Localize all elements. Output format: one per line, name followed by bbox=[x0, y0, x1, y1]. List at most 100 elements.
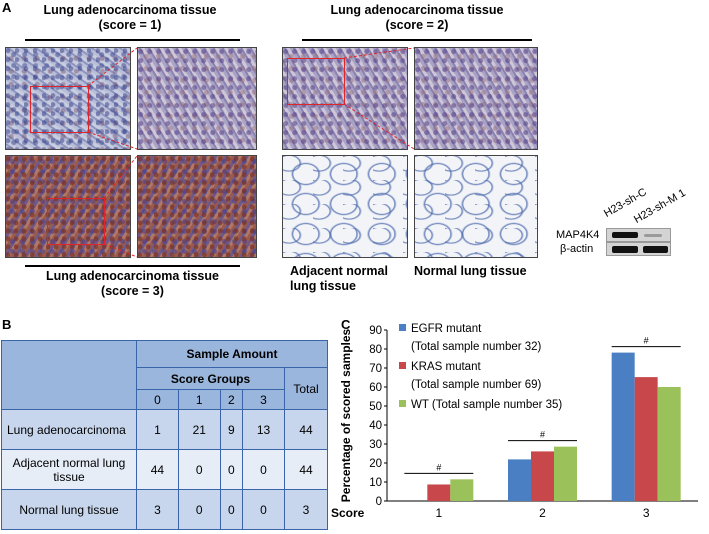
cell-value: 21 bbox=[177, 409, 221, 450]
header-sample-amount: Sample Amount bbox=[136, 340, 328, 368]
y-axis-label: Percentage of scored samples bbox=[339, 328, 353, 502]
cell-value: 1 bbox=[136, 409, 179, 450]
zoom-connector-lines bbox=[87, 47, 415, 258]
header-score-groups: Score Groups bbox=[136, 367, 285, 390]
ihc-image-score2-overview bbox=[282, 47, 408, 150]
caption-score3-line2: (score = 3) bbox=[101, 284, 164, 298]
bar bbox=[508, 459, 531, 501]
legend-label: KRAS mutant bbox=[411, 361, 481, 373]
cell-value: 0 bbox=[219, 449, 244, 490]
y-tick-label: 40 bbox=[369, 420, 382, 432]
zoom-region-box bbox=[287, 58, 345, 105]
blot-strip-beta-actin bbox=[606, 242, 671, 256]
y-tick-label: 20 bbox=[369, 458, 382, 470]
caption-score2: Lung adenocarcinoma tissue (score = 2) bbox=[282, 3, 552, 33]
row-name: Lung adenocarcinoma bbox=[1, 409, 137, 450]
caption-adjacent-line1: Adjacent normal bbox=[290, 264, 388, 278]
ihc-image-score1-overview bbox=[5, 47, 131, 150]
legend-swatch bbox=[399, 362, 406, 369]
legend-label: EGFR mutant bbox=[411, 323, 482, 335]
table-row: Normal lung tissue 3 0 0 0 3 bbox=[1, 489, 328, 530]
blot-band bbox=[612, 232, 638, 238]
y-tick-label: 90 bbox=[369, 325, 382, 337]
header-score-0: 0 bbox=[136, 389, 179, 410]
caption-score2-line1: Lung adenocarcinoma tissue bbox=[330, 3, 504, 17]
header-score-2: 2 bbox=[219, 389, 244, 410]
significance-marker: # bbox=[644, 336, 649, 346]
ihc-image-score3-zoom bbox=[137, 155, 257, 258]
caption-adjacent-normal: Adjacent normal lung tissue bbox=[290, 264, 410, 294]
blot-band bbox=[644, 234, 662, 237]
cell-value: 9 bbox=[219, 409, 244, 450]
caption-score1: Lung adenocarcinoma tissue (score = 1) bbox=[10, 3, 250, 33]
y-tick-label: 50 bbox=[369, 401, 382, 413]
x-tick-label: 2 bbox=[539, 506, 546, 520]
legend-swatch bbox=[399, 324, 406, 331]
bar bbox=[611, 352, 635, 501]
table-row: Lung adenocarcinoma 1 21 9 13 44 bbox=[1, 409, 328, 450]
legend-swatch bbox=[399, 400, 406, 407]
cell-value: 0 bbox=[219, 489, 244, 530]
cell-value: 3 bbox=[136, 489, 179, 530]
ihc-image-adjacent-normal bbox=[282, 155, 408, 258]
y-tick-label: 60 bbox=[369, 382, 382, 394]
zoom-region-box bbox=[47, 198, 105, 245]
ihc-image-score1-zoom bbox=[137, 47, 257, 150]
cell-value: 0 bbox=[242, 489, 285, 530]
caption-score1-line2: (score = 1) bbox=[98, 18, 162, 32]
bar bbox=[427, 484, 451, 501]
significance-marker: # bbox=[436, 462, 441, 472]
x-axis-label: Score bbox=[331, 506, 365, 520]
cell-value: 13 bbox=[242, 409, 285, 450]
caption-score3-rule bbox=[25, 265, 240, 267]
y-tick-label: 0 bbox=[376, 496, 382, 508]
table-row: Adjacent normal lung tissue 44 0 0 0 44 bbox=[1, 449, 328, 490]
legend-label-sub: (Total sample number 32) bbox=[411, 341, 542, 353]
caption-score1-line1: Lung adenocarcinoma tissue bbox=[43, 3, 217, 17]
bar-chart: 0 10 20 30 40 50 60 70 80 90 Percentage of scored … bbox=[331, 323, 698, 520]
zoom-region-box bbox=[30, 86, 89, 133]
cell-value: 0 bbox=[177, 489, 221, 530]
x-tick-label: 3 bbox=[643, 506, 650, 520]
bar bbox=[657, 387, 681, 501]
cell-value: 44 bbox=[136, 449, 179, 490]
panel-a-label: A bbox=[2, 0, 12, 15]
cell-value: 0 bbox=[242, 449, 285, 490]
panel-b-label: B bbox=[2, 317, 12, 332]
ihc-image-normal-lung bbox=[414, 155, 538, 258]
legend-label-sub: (Total sample number 69) bbox=[411, 379, 542, 391]
blot-row-label: β-actin bbox=[560, 243, 594, 255]
caption-score2-line2: (score = 2) bbox=[385, 18, 449, 32]
caption-score3: Lung adenocarcinoma tissue (score = 3) bbox=[10, 269, 255, 299]
header-total: Total bbox=[284, 367, 328, 410]
caption-score2-rule bbox=[302, 39, 532, 41]
caption-normal-lung: Normal lung tissue bbox=[414, 264, 527, 278]
x-tick-label: 1 bbox=[435, 506, 442, 520]
ihc-image-score3-overview bbox=[5, 155, 131, 258]
caption-score3-line1: Lung adenocarcinoma tissue bbox=[46, 269, 219, 283]
header-score-1: 1 bbox=[177, 389, 221, 410]
bar bbox=[450, 479, 474, 501]
caption-adjacent-line2: lung tissue bbox=[290, 279, 356, 293]
cell-total: 44 bbox=[284, 409, 328, 450]
cell-total: 44 bbox=[284, 449, 328, 490]
caption-score1-rule bbox=[25, 39, 240, 41]
blot-band bbox=[643, 246, 668, 253]
blot-band bbox=[612, 246, 638, 253]
y-tick-label: 10 bbox=[369, 477, 382, 489]
blot-row-label: MAP4K4 bbox=[556, 229, 600, 241]
table-corner-cell bbox=[1, 340, 137, 410]
bar bbox=[531, 451, 554, 501]
bar bbox=[634, 377, 658, 501]
y-tick-label: 80 bbox=[369, 344, 382, 356]
panel-c-label: C bbox=[341, 317, 351, 332]
sample-table: Sample Amount Score Groups Total 0 1 2 3… bbox=[1, 340, 328, 530]
significance-marker: # bbox=[540, 430, 545, 440]
ihc-image-score2-zoom bbox=[414, 47, 538, 150]
cell-total: 3 bbox=[284, 489, 328, 530]
blot-strip-map4k4 bbox=[606, 228, 671, 242]
bar bbox=[554, 446, 577, 501]
row-name: Adjacent normal lung tissue bbox=[1, 449, 137, 490]
legend-label: WT (Total sample number 35) bbox=[411, 399, 562, 411]
row-name: Normal lung tissue bbox=[1, 489, 137, 530]
